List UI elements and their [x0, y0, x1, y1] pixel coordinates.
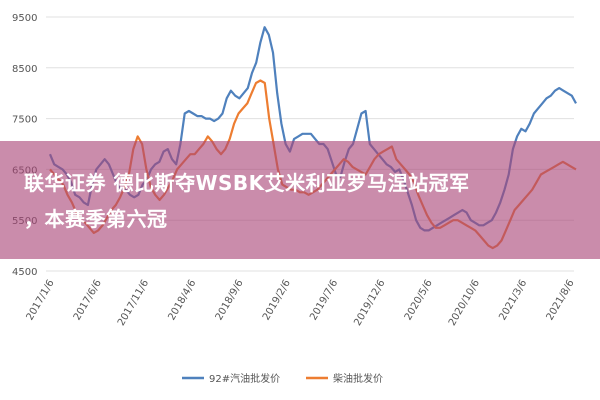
- legend-label-diesel: 柴油批发价: [333, 372, 383, 385]
- x-tick-label: 2019/2/6: [261, 278, 293, 322]
- x-tick-label: 2017/11/6: [116, 278, 151, 328]
- x-axis-ticks: 2017/1/6 2017/6/6 2017/11/6 2018/4/6 2018/9/…: [25, 278, 577, 328]
- overlay-caption-line-1: 联华证券 德比斯夺WSBK艾米利亚罗马涅站冠军: [24, 171, 470, 195]
- overlay-caption-line-2: ，本赛季第六冠: [24, 207, 168, 231]
- x-tick-label: 2017/1/6: [25, 278, 57, 322]
- x-tick-label: 2021/8/6: [545, 278, 577, 322]
- caption-overlay: [0, 141, 600, 259]
- legend-label-gasoline: 92#汽油批发价: [209, 372, 280, 385]
- y-tick-label: 8500: [12, 64, 37, 75]
- x-tick-label: 2018/4/6: [166, 278, 198, 322]
- x-tick-label: 2018/9/6: [214, 278, 246, 322]
- y-tick-label: 7500: [12, 115, 37, 126]
- legend: 92#汽油批发价 柴油批发价: [182, 372, 383, 385]
- x-tick-label: 2021/3/6: [497, 278, 529, 322]
- overlay-caption-text: 联华证券 德比斯夺WSBK艾米利亚罗马涅站冠军 ，本赛季第六冠: [24, 165, 584, 237]
- x-tick-label: 2020/5/6: [403, 278, 435, 322]
- y-tick-label: 9500: [12, 13, 37, 24]
- y-tick-label: 4500: [12, 267, 37, 278]
- x-tick-label: 2019/7/6: [308, 278, 340, 322]
- x-tick-label: 2019/12/6: [352, 278, 387, 328]
- x-tick-label: 2020/10/6: [447, 278, 482, 328]
- x-tick-label: 2017/6/6: [72, 278, 104, 322]
